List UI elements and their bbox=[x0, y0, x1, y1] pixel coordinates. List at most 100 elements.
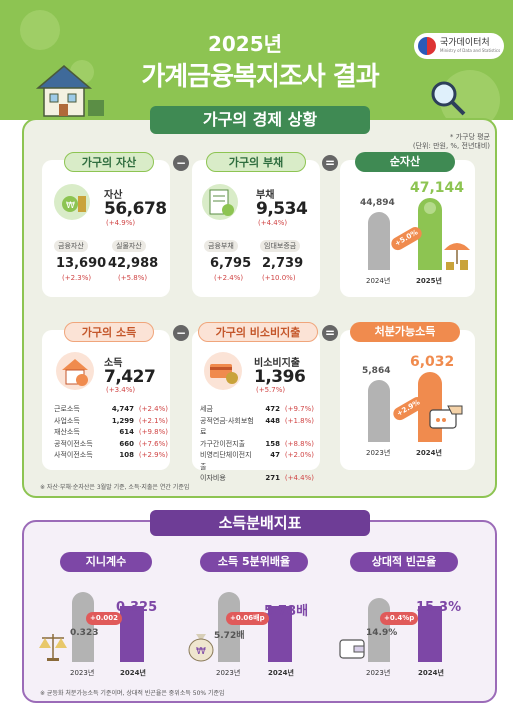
svg-text:₩: ₩ bbox=[196, 646, 206, 657]
rental-deposit-value: 2,739 bbox=[262, 256, 304, 271]
real-assets-tag: 실물자산 bbox=[112, 240, 146, 252]
financial-debt-tag: 금융부채 bbox=[204, 240, 238, 252]
net-assets-2024-value: 44,894 bbox=[360, 198, 395, 208]
section1-footnote: ※ 자산·부채·순자산은 3월말 기준, 소득·지출은 연간 기준임 bbox=[40, 484, 190, 491]
quintile-bar-2024 bbox=[268, 606, 292, 662]
income-change: (+3.4%) bbox=[106, 386, 136, 394]
poverty-2023-value: 14.9% bbox=[366, 628, 398, 638]
quintile-2023-value: 5.72배 bbox=[214, 631, 245, 641]
item-name: 공적이전소득 bbox=[54, 439, 93, 448]
disposable-income-year-2023: 2023년 bbox=[366, 449, 391, 457]
item-name: 세금 bbox=[200, 405, 213, 413]
nonconsumption-change: (+5.7%) bbox=[256, 386, 286, 394]
emblem-icon bbox=[418, 37, 436, 55]
assets-pill: 가구의 자산 bbox=[64, 152, 154, 172]
item-change: (+8.8%) bbox=[284, 439, 314, 448]
disposable-income-2024-value: 6,032 bbox=[410, 354, 455, 370]
minus-operator: − bbox=[173, 325, 189, 341]
poverty-year-2024: 2024년 bbox=[418, 669, 444, 677]
item-value: 660 bbox=[119, 439, 134, 448]
umbrella-coins-icon bbox=[444, 243, 470, 270]
real-assets-value: 42,988 bbox=[108, 256, 159, 271]
quintile-year-2024: 2024년 bbox=[268, 669, 294, 677]
item-name: 이자비용 bbox=[200, 474, 226, 482]
gini-change-badge: +0.002 bbox=[86, 612, 123, 625]
quintile-year-2023: 2023년 bbox=[216, 669, 241, 677]
financial-debt-value: 6,795 bbox=[210, 256, 252, 271]
logo-text: 국가데이터처 bbox=[440, 38, 490, 48]
equals-operator: = bbox=[322, 325, 338, 341]
rental-deposit-change: (+10.0%) bbox=[262, 274, 296, 282]
item-change: (+2.0%) bbox=[284, 451, 314, 459]
wallet-hand-icon bbox=[429, 405, 463, 429]
money-bag-icon: ₩ bbox=[188, 634, 214, 662]
quintile-ratio-pill: 소득 5분위배율 bbox=[200, 552, 308, 572]
net-assets-bar-2024 bbox=[368, 212, 390, 270]
title-year: 2025년 bbox=[207, 32, 283, 56]
item-name: 가구간이전지출 bbox=[200, 439, 246, 448]
item-value: 108 bbox=[119, 451, 134, 459]
disposable-income-2023-value: 5,864 bbox=[362, 366, 391, 376]
income-value: 7,427 bbox=[104, 367, 156, 387]
house-icon bbox=[35, 65, 104, 117]
item-value: 472 bbox=[265, 405, 280, 413]
income-breakdown-list: 근로소득 4,747 (+2.4%) 사업소득 1,299 (+2.1%) 재산소득 614 (… bbox=[54, 404, 168, 462]
item-change: (+9.8%) bbox=[138, 428, 168, 436]
item-name: 비영리단체이전지출 bbox=[200, 451, 252, 471]
gini-bar-2023 bbox=[72, 592, 94, 662]
section2-footnote: ※ 균등화 처분가능소득 기준이며, 상대적 빈곤율은 중위소득 50% 기준임 bbox=[40, 690, 225, 697]
breakdown-row: 재산소득 614 (+9.8%) bbox=[54, 427, 168, 439]
wallet-icon bbox=[339, 639, 365, 659]
debt-label: 부채 bbox=[256, 190, 275, 201]
real-assets-change: (+5.8%) bbox=[118, 274, 148, 282]
disposable-income-bar-2023 bbox=[368, 380, 390, 442]
financial-assets-value: 13,690 bbox=[56, 256, 107, 271]
item-change: (+9.7%) bbox=[284, 405, 314, 413]
nonconsumption-pill: 가구의 비소비지출 bbox=[198, 322, 318, 342]
item-value: 47 bbox=[270, 451, 280, 459]
gini-year-2024: 2024년 bbox=[120, 669, 146, 677]
rental-deposit-tag: 임대보증금 bbox=[260, 240, 301, 252]
debt-card bbox=[192, 160, 320, 297]
disposable-income-year-2024: 2024년 bbox=[416, 449, 442, 457]
poverty-bar-2024 bbox=[418, 606, 442, 662]
item-name: 사적이전소득 bbox=[54, 451, 93, 459]
item-value: 448 bbox=[265, 416, 280, 425]
card-coins-icon bbox=[204, 352, 242, 390]
gini-pill: 지니계수 bbox=[60, 552, 152, 572]
financial-assets-change: (+2.3%) bbox=[62, 274, 92, 282]
breakdown-row: 이자비용 271 (+4.4%) bbox=[200, 473, 314, 485]
item-value: 271 bbox=[265, 474, 280, 482]
net-assets-pill: 순자산 bbox=[355, 152, 455, 172]
unit-note-line1: * 가구당 평균 bbox=[449, 133, 490, 141]
nonconsumption-label: 비소비지출 bbox=[254, 358, 300, 369]
nonconsumption-breakdown-list: 세금 472 (+9.7%) 공적연금·사회보험료 448 (+1.8%) 가구간이전지출 1… bbox=[200, 404, 314, 485]
poverty-year-2023: 2023년 bbox=[366, 669, 391, 677]
breakdown-row: 가구간이전지출 158 (+8.8%) bbox=[200, 439, 314, 451]
income-distribution-panel bbox=[22, 520, 497, 703]
disposable-income-card bbox=[340, 330, 475, 470]
coins-icon: ₩ bbox=[54, 184, 90, 220]
gini-2023-value: 0.323 bbox=[70, 628, 99, 638]
nonconsumption-value: 1,396 bbox=[254, 367, 306, 387]
header-banner bbox=[0, 0, 513, 130]
gini-bar-2024 bbox=[120, 606, 144, 662]
quintile-change-badge: +0.06배p bbox=[226, 612, 269, 625]
assets-label: 자산 bbox=[104, 190, 123, 201]
item-name: 공적연금·사회보험료 bbox=[200, 416, 254, 437]
item-value: 158 bbox=[265, 439, 280, 448]
scale-icon bbox=[39, 634, 67, 661]
equals-operator: = bbox=[322, 155, 338, 171]
assets-value: 56,678 bbox=[104, 199, 167, 219]
logo-subtext: Ministry of Data and Statistics bbox=[440, 48, 501, 53]
net-assets-year-2025: 2025년 bbox=[416, 277, 442, 285]
section-tab-economic-status: 가구의 경제 상황 bbox=[150, 106, 370, 134]
item-change: (+4.4%) bbox=[284, 474, 314, 482]
breakdown-row: 비영리단체이전지출 47 (+2.0%) bbox=[200, 450, 314, 473]
net-assets-year-2024: 2024년 bbox=[366, 277, 391, 285]
income-pill: 가구의 소득 bbox=[64, 322, 154, 342]
breakdown-row: 세금 472 (+9.7%) bbox=[200, 404, 314, 416]
item-name: 사업소득 bbox=[54, 416, 80, 425]
poverty-2024-value: 15.3% bbox=[416, 600, 462, 615]
assets-card bbox=[42, 160, 170, 297]
